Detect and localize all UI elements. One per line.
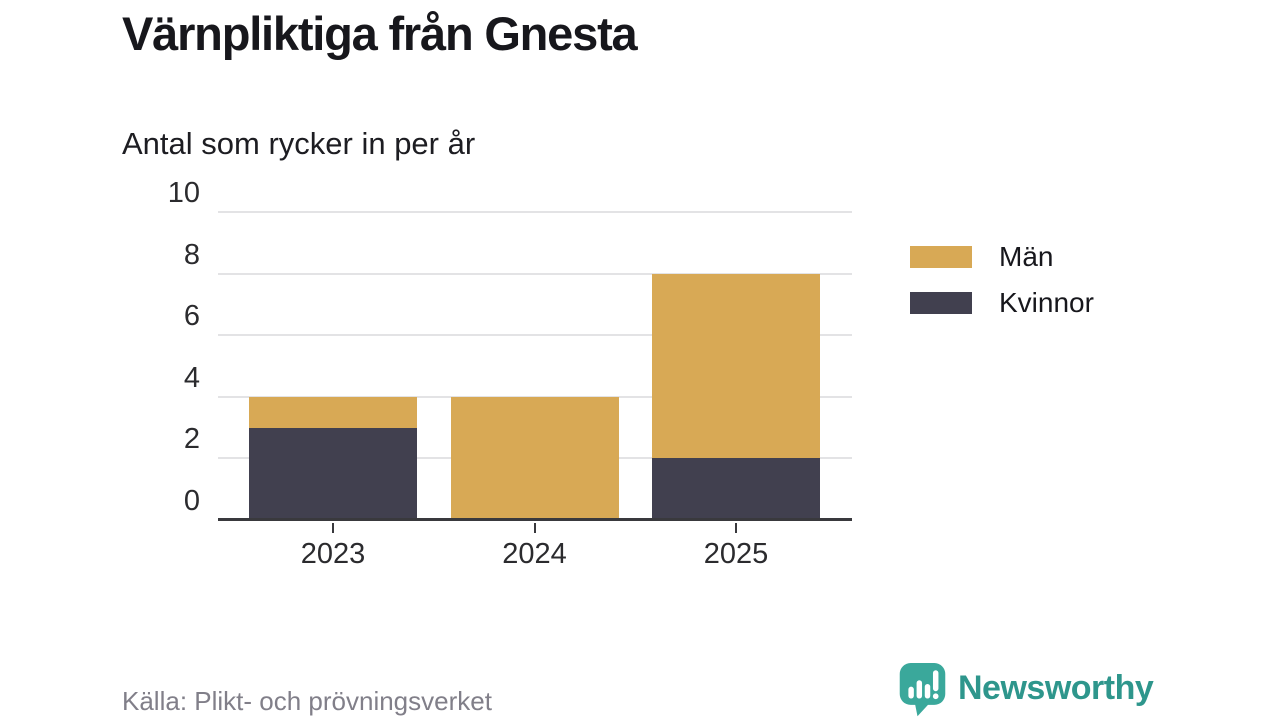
bar-segment-män-2025 [652,273,820,459]
newsworthy-chart-bubble-icon [899,663,946,717]
bar-segment-män-2024 [450,396,619,520]
legend-item: Kvinnor [910,287,1094,318]
legend: Män Kvinnor [910,241,1094,338]
y-axis-labels: 0 2 4 6 8 10 [100,177,200,520]
newsworthy-logo: Newsworthy [897,660,1154,717]
bar-segment-kvinnor-2023 [249,427,417,520]
grid-line [218,211,852,213]
grid-line [218,334,852,337]
legend-item: Män [910,241,1094,272]
x-axis-line [218,518,852,521]
source-note: Källa: Plikt- och prövningsverket [122,686,492,716]
legend-swatch [910,246,972,268]
grid-line [218,272,852,275]
bar-segment-män-2023 [249,396,417,428]
x-tick-label: 2025 [703,538,769,570]
chart-subtitle: Antal som rycker in per år [122,126,476,161]
newsworthy-wordmark: Newsworthy [958,669,1154,707]
x-axis-tick [735,523,737,533]
bar-segment-kvinnor-2025 [652,458,820,520]
y-tick-label: 8 [183,238,200,271]
x-tick-label: 2023 [300,538,366,570]
x-tick-label: 2024 [502,538,567,570]
y-tick-label: 2 [183,423,200,456]
legend-swatch [910,292,972,314]
plot-area [218,211,852,533]
x-axis-tick [332,523,334,533]
y-tick-label: 0 [183,484,200,517]
legend-label: Män [999,241,1054,272]
y-tick-label: 4 [183,361,200,394]
chart-title: Värnpliktiga från Gnesta [122,7,638,60]
legend-label: Kvinnor [999,287,1094,318]
y-tick-label: 10 [167,176,200,209]
y-tick-label: 6 [183,300,200,333]
x-axis-tick [533,523,536,533]
